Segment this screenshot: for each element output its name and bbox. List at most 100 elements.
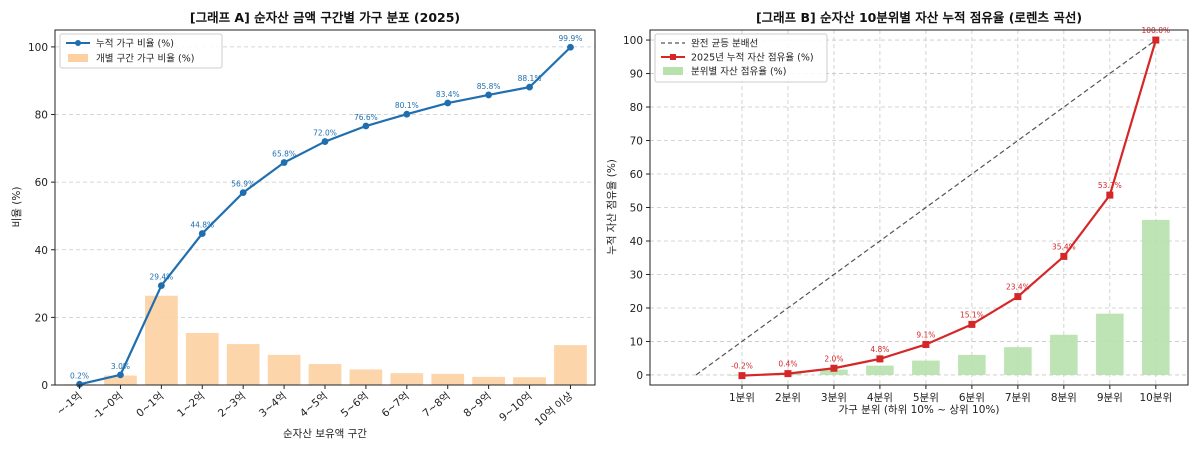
chart-b-point [1060,252,1068,260]
chart-a-x-ticks: ~-1억 -1~0억 0~1억 1~2억 2~3억 3~4억 4~5억 5~6억 6~7억 7~8… [55,385,576,429]
chart-b-point [1152,36,1160,44]
chart-b-y-tick-label: 90 [630,69,643,81]
chart-a-y-tick-label: 60 [35,177,48,189]
chart-b-x-tick-label: 10분위 [1139,391,1172,404]
chart-b: [그래프 B] 순자산 10분위별 자산 누적 점유율 (로렌츠 곡선) -0.… [606,10,1189,416]
chart-a-frame [54,29,596,386]
chart-b-legend-bar-label: 분위별 자산 점유율 (%) [691,66,786,78]
chart-a-point [526,83,533,91]
chart-a-y-tick-label: 80 [35,110,48,122]
chart-b-y-tick-label: 100 [623,35,643,47]
chart-b-x-tick-label: 3분위 [821,391,847,404]
chart-b-data-label: 4.8% [870,345,889,354]
chart-a-data-label: 76.6% [354,113,378,122]
chart-b-point [784,370,792,378]
chart-a-point [76,380,83,388]
chart-a-x-tick-label: 3~4억 [257,390,289,420]
chart-b-y-tick-label: 60 [630,169,643,181]
chart-b-data-labels: -0.2% 0.4% 2.0% 4.8% 9.1% 15.1% 23.4% 35.4% 53.7… [731,26,1170,371]
chart-a-legend-bar-swatch [68,54,88,62]
chart-b-data-label: -0.2% [731,362,753,371]
chart-a-point [321,138,329,145]
chart-b-point [1106,191,1114,199]
chart-b-y-tick-label: 50 [630,203,643,215]
chart-a-legend-bar-label: 개별 구간 가구 비율 (%) [96,54,194,65]
chart-b-bar [1004,347,1032,375]
chart-a-bars [63,295,587,385]
chart-b-bar [1142,219,1170,375]
chart-a-point [198,230,206,237]
chart-a-legend-marker [75,40,81,46]
chart-b-legend-marker [670,54,676,60]
chart-a-point [403,110,411,118]
chart-a-point [280,159,288,166]
chart-a-bar [226,344,260,385]
chart-a-bar [104,375,137,385]
chart-a-xlabel: 순자산 보유액 구간 [283,428,367,440]
chart-a-x-tick-label: 5~6억 [339,390,371,420]
chart-b-y-ticks: 0 10 20 30 40 50 60 70 80 90 100 [623,35,650,382]
chart-b-bar [1096,313,1124,375]
chart-a-y-ticks: 0 20 40 60 80 100 [28,42,55,392]
chart-a-data-label: 83.4% [436,90,460,99]
chart-a-bar [390,373,424,385]
chart-a-x-tick-label: 9~10억 [497,390,534,424]
chart-b-data-label: 2.0% [824,354,843,363]
chart-a-data-label: 88.1% [518,74,542,83]
chart-a-point [157,282,165,289]
chart-a-bar [267,354,301,385]
chart-a-data-label: 0.2% [70,371,89,380]
chart-a-data-label: 85.8% [477,82,501,91]
chart-b-y-tick-label: 80 [630,102,643,114]
chart-a-bar [513,377,546,385]
chart-a-bar [472,376,505,385]
chart-b-data-label: 0.4% [778,360,797,369]
chart-a-data-label: 29.4% [149,273,173,282]
chart-a-y-tick-label: 40 [35,245,48,257]
chart-b-x-tick-label: 4분위 [867,391,893,404]
chart-b-y-tick-label: 10 [630,336,643,348]
chart-a-point [117,371,124,379]
chart-a-point [362,122,370,130]
chart-a-x-tick-label: -1~0억 [90,390,125,422]
chart-b-data-label: 35.4% [1052,242,1076,251]
chart-b-bar [820,369,848,375]
chart-a-point [444,99,452,107]
chart-a-bar [554,345,587,385]
chart-b-grid [650,30,1188,385]
chart-b-data-label: 9.1% [916,330,935,339]
chart-a-data-labels: 0.2% 3.0% 29.4% 44.8% 56.9% 65.8% 72.0% 76.6% 80… [70,34,582,380]
chart-a-data-label: 65.8% [272,150,296,159]
chart-a-x-tick-label: 0~1억 [134,390,166,420]
chart-b-x-ticks: 1분위 2분위 3분위 4분위 5분위 6분위 7분위 8분위 9분위 10분위 [729,385,1172,404]
chart-b-bars [728,219,1170,376]
chart-b-x-tick-label: 1분위 [729,391,755,404]
chart-a-legend-box [59,33,223,69]
chart-a-bar [349,369,383,385]
chart-b-x-tick-label: 5분위 [913,391,939,404]
chart-b-point [968,320,976,328]
chart-b-line [738,36,1160,380]
chart-b-y-tick-label: 40 [630,236,643,248]
chart-a-data-label: 72.0% [313,129,337,138]
chart-b-point [738,372,746,380]
chart-a-x-tick-label: 2~3억 [216,390,248,420]
chart-b-y-tick-label: 70 [630,136,643,148]
chart-a-bar [308,364,342,385]
chart-b-y-tick-label: 0 [636,370,643,382]
chart-b-legend-bar-swatch [663,67,683,75]
chart-b-frame [649,29,1189,386]
chart-b-x-tick-label: 6분위 [959,391,985,404]
chart-b-data-label: 100.0% [1142,26,1171,35]
chart-b-x-tick-label: 9분위 [1097,391,1123,404]
chart-b-legend-line-label: 2025년 누적 자산 점유율 (%) [691,52,814,64]
chart-a-data-label: 3.0% [111,362,130,371]
chart-a: [그래프 A] 순자산 금액 구간별 가구 분포 (2025) 0.2% 3.0%… [11,10,596,440]
chart-b-x-tick-label: 7분위 [1005,391,1031,404]
chart-b-legend-equality-label: 완전 균등 분배선 [691,39,758,50]
chart-a-y-tick-label: 20 [35,312,48,324]
chart-a-x-tick-label: 1~2억 [175,390,207,420]
chart-a-point [485,91,493,99]
chart-b-point [922,340,930,348]
chart-a-bar [185,332,219,385]
